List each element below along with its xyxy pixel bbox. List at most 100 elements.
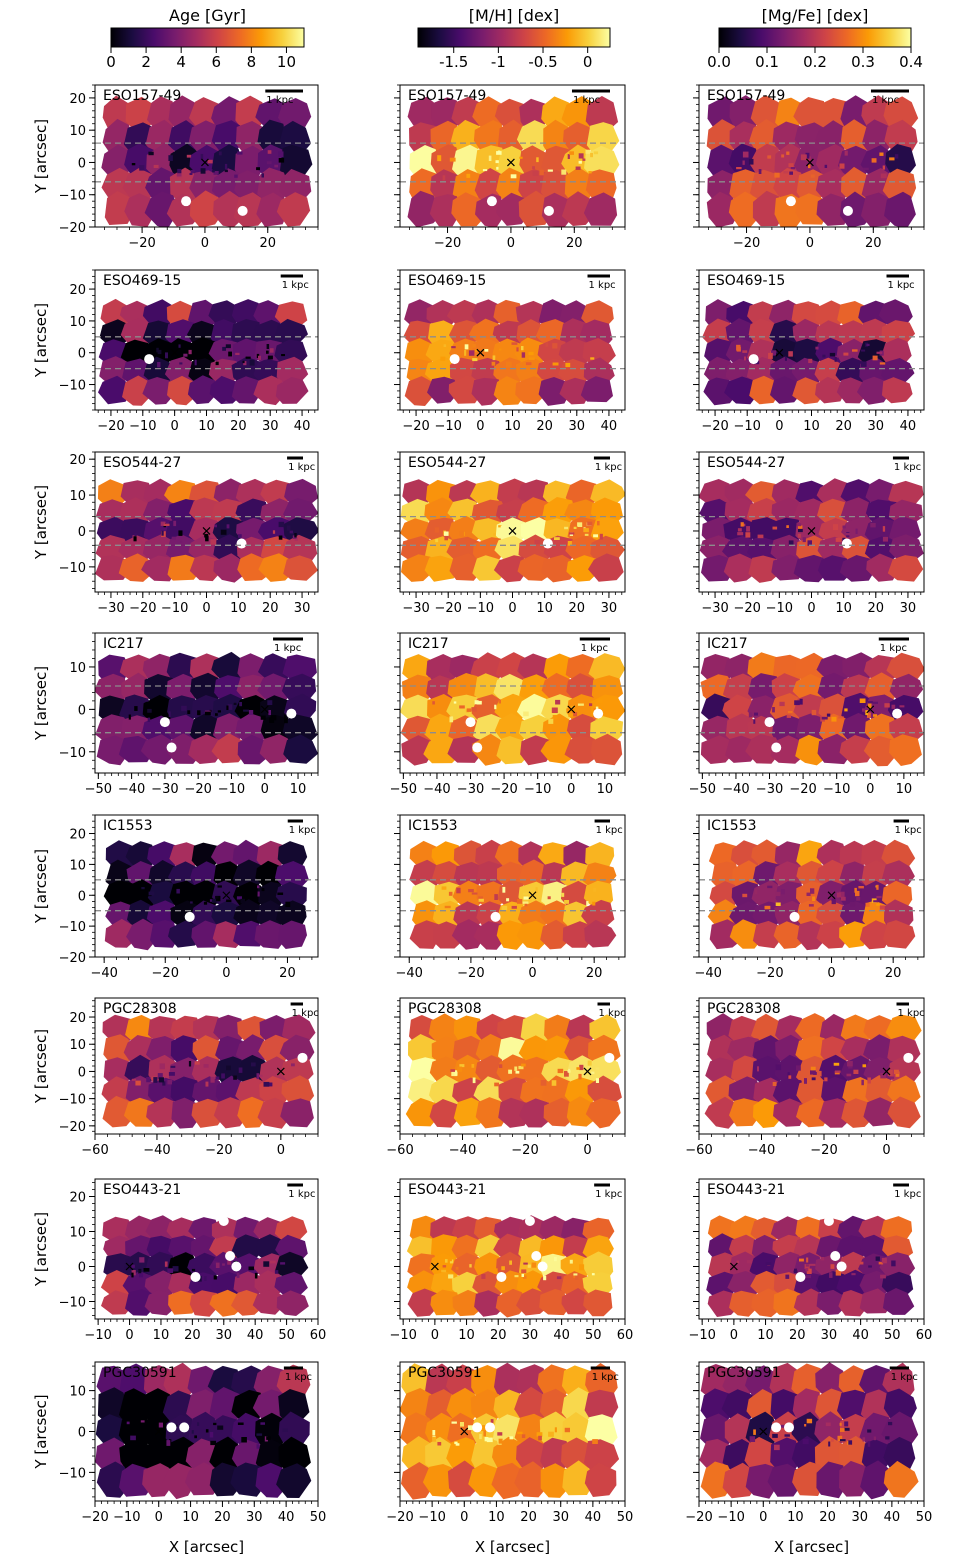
colorbar-label: [M/H] [dex] (469, 6, 559, 25)
fine-bin (256, 1444, 260, 1449)
voronoi-bin (493, 555, 529, 583)
scale-bar-label: 1 kpc (599, 1008, 626, 1019)
voronoi-bin (883, 1388, 917, 1426)
voronoi-bin (728, 191, 760, 227)
voronoi-bin (751, 839, 783, 870)
fine-bin (802, 537, 806, 543)
panel-IC217-age: IC217 1 kpc −50 −40 −30 −20 −10 0 10 −10 0 10 Y [arc… (32, 632, 319, 797)
fine-bin (572, 712, 578, 717)
voronoi-bin (231, 376, 263, 404)
x-tick-label: 10 (787, 1510, 804, 1525)
fine-bin (858, 886, 864, 889)
fine-bin (806, 892, 811, 896)
fine-bin (171, 536, 176, 540)
fine-bin (173, 520, 177, 527)
panel-IC1553-mh: IC1553 1 kpc −40 −20 0 20 (394, 814, 626, 981)
x-tick-label: 0 (222, 966, 230, 981)
fine-bin (895, 1071, 900, 1077)
fine-bin (770, 350, 777, 356)
fine-bin (266, 350, 269, 354)
voronoi-bin (701, 693, 734, 723)
fine-bin (255, 896, 259, 901)
fine-bin (555, 699, 561, 705)
fine-bin (491, 361, 496, 366)
voronoi-bin (815, 1388, 846, 1424)
x-tick-label: 0 (775, 419, 783, 434)
voronoi-bin (882, 1288, 915, 1315)
fine-bin (852, 349, 858, 352)
x-tick-label: −20 (685, 1510, 712, 1525)
voronoi-bin (282, 1014, 316, 1045)
fine-bin (280, 1262, 286, 1265)
fine-bin (838, 716, 844, 719)
fine-bin (145, 698, 149, 702)
fine-bin (810, 174, 815, 178)
voronoi-bin (515, 376, 547, 405)
x-tick-label: 10 (504, 419, 521, 434)
y-tick-label: 10 (69, 1226, 86, 1241)
voronoi-bin (838, 1365, 871, 1400)
fine-bin (472, 358, 478, 362)
voronoi-bin (590, 497, 624, 525)
voronoi-bin (816, 1461, 846, 1499)
fine-bin (522, 892, 528, 895)
fine-bin (599, 533, 603, 540)
fine-bin (847, 1061, 853, 1067)
fine-bin (511, 905, 517, 909)
masked-source (531, 1251, 542, 1261)
fine-bin (215, 896, 219, 899)
x-tick-label: −40 (748, 1143, 775, 1158)
voronoi-bin (792, 673, 829, 704)
galaxy-name: ESO469-15 (103, 273, 181, 289)
voronoi-bin (492, 320, 526, 347)
voronoi-bin (540, 900, 573, 930)
fine-bin (210, 539, 217, 545)
x-tick-label: −10 (524, 782, 551, 797)
fine-bin (764, 905, 771, 910)
voronoi-bin (260, 498, 294, 526)
voronoi-bin (518, 1035, 554, 1066)
fine-bin (506, 361, 512, 368)
masked-source (785, 196, 796, 207)
center-marker (460, 1427, 469, 1436)
fine-bin (176, 173, 182, 177)
voronoi-bin (583, 192, 618, 226)
fine-bin (873, 714, 878, 717)
bin-map (706, 95, 919, 227)
colorbar-tick-label: 0 (583, 53, 593, 71)
fine-bin (554, 1427, 557, 1433)
voronoi-bin (538, 377, 571, 406)
voronoi-bin (839, 735, 876, 764)
colorbar-tick-label: 0.0 (707, 53, 731, 71)
voronoi-bin (231, 1234, 264, 1261)
voronoi-bin (401, 554, 436, 582)
x-tick-label: 0 (827, 966, 835, 981)
voronoi-bin (566, 713, 600, 745)
fine-bin (444, 534, 448, 541)
fine-bin (742, 893, 748, 898)
fine-bin (834, 1070, 841, 1073)
voronoi-bin (142, 498, 178, 525)
fine-bin (889, 157, 895, 161)
voronoi-bin (165, 534, 200, 564)
center-marker (882, 1067, 891, 1076)
voronoi-bin (448, 515, 483, 543)
fine-bin (472, 344, 476, 348)
voronoi-bin (496, 736, 530, 765)
voronoi-bin (426, 300, 458, 329)
voronoi-bin (140, 734, 177, 765)
voronoi-bin (752, 190, 784, 227)
voronoi-bin (566, 673, 601, 704)
fine-bin (256, 167, 260, 171)
x-tick-label: −10 (129, 419, 156, 434)
voronoi-bin (211, 651, 247, 684)
axes-frame (698, 1178, 925, 1320)
voronoi-bin (150, 920, 179, 948)
center-marker (201, 158, 209, 167)
x-tick-label: 0 (476, 419, 484, 434)
voronoi-bin (408, 1034, 441, 1065)
voronoi-bin (188, 1217, 220, 1243)
fine-bin (494, 704, 497, 710)
fine-bin (591, 1273, 595, 1276)
x-tick-label: 30 (552, 1510, 569, 1525)
